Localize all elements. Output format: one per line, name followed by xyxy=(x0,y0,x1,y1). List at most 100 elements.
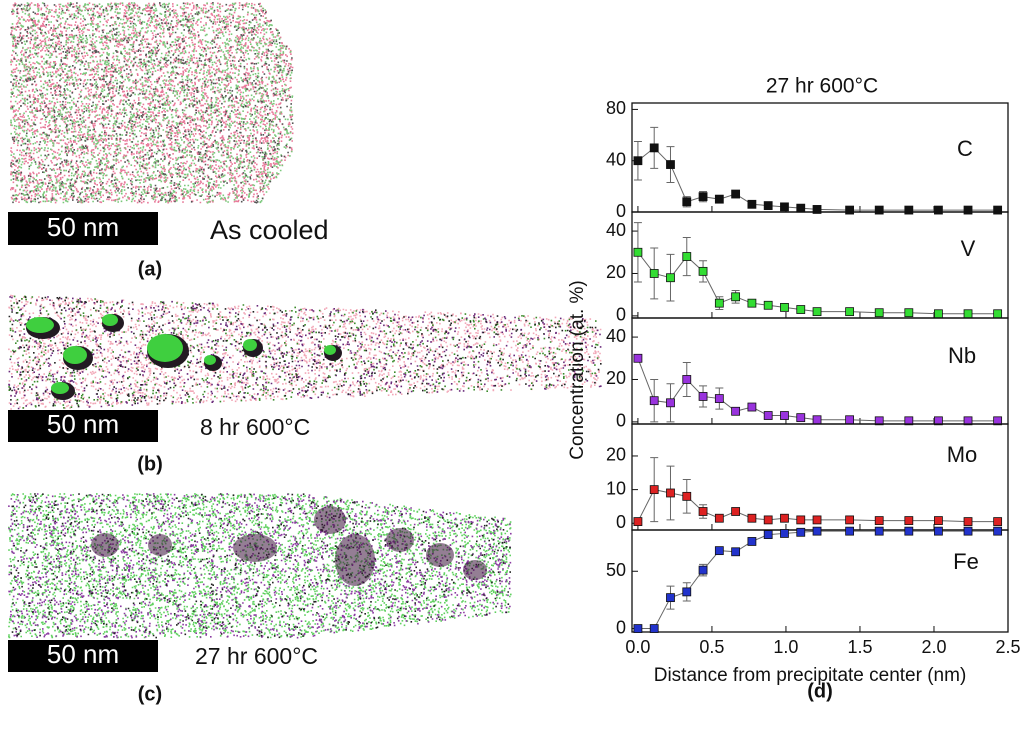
scale-bar-text: 50 nm xyxy=(47,409,119,439)
y-tick-label: 40 xyxy=(606,326,626,346)
data-point xyxy=(747,513,757,523)
x-tick-label: 2.5 xyxy=(995,637,1020,657)
data-point xyxy=(747,199,757,209)
data-point xyxy=(993,309,1003,319)
precipitate xyxy=(91,533,119,557)
data-point xyxy=(904,416,914,426)
y-tick-label: 40 xyxy=(606,220,626,240)
data-point xyxy=(633,517,643,526)
series-line xyxy=(637,358,998,422)
data-point xyxy=(682,491,692,501)
data-point xyxy=(763,201,773,210)
data-point xyxy=(812,307,822,317)
data-point xyxy=(812,515,822,525)
data-point xyxy=(812,526,822,536)
data-point xyxy=(963,526,973,536)
data-point xyxy=(649,485,659,495)
y-tick-label: 20 xyxy=(606,368,626,388)
data-point xyxy=(731,189,741,199)
data-point xyxy=(934,416,943,426)
panel-frame xyxy=(631,317,1009,425)
data-point xyxy=(682,197,692,207)
data-point xyxy=(904,526,914,536)
data-point xyxy=(963,205,973,215)
caption: 27 hr 600°C xyxy=(195,643,318,669)
data-point xyxy=(763,411,773,420)
panel-frame xyxy=(631,211,1009,319)
data-point xyxy=(934,516,943,525)
data-point xyxy=(780,302,789,312)
data-point xyxy=(649,269,659,278)
data-point xyxy=(904,516,914,525)
series-label: Nb xyxy=(948,343,976,368)
series-label: V xyxy=(961,236,976,261)
series-line xyxy=(637,530,998,630)
data-point xyxy=(845,307,855,317)
data-point xyxy=(731,406,741,416)
precipitate xyxy=(51,382,69,394)
data-point xyxy=(666,273,675,283)
panel-label: (a) xyxy=(138,258,162,280)
atom-cloud xyxy=(10,2,294,204)
scale-bar xyxy=(8,640,158,672)
data-point xyxy=(934,309,943,319)
data-point xyxy=(780,202,789,212)
data-point xyxy=(666,398,675,408)
panel-frame xyxy=(631,102,1009,213)
data-point xyxy=(714,394,724,403)
precipitate xyxy=(314,506,346,534)
precipitate xyxy=(463,560,487,580)
precipitate xyxy=(63,346,87,364)
caption: 8 hr 600°C xyxy=(200,414,310,440)
data-point xyxy=(666,160,675,169)
series-line xyxy=(637,147,998,211)
data-point xyxy=(874,308,884,318)
chart-title: 27 hr 600°C xyxy=(766,75,878,98)
data-point xyxy=(649,624,659,633)
precipitate xyxy=(148,534,172,556)
y-tick-label: 20 xyxy=(606,445,626,465)
precipitate xyxy=(102,314,118,326)
scale-bar-text: 50 nm xyxy=(47,639,119,669)
y-tick-label: 0 xyxy=(616,411,626,431)
series-label: Fe xyxy=(953,549,979,574)
x-tick-label: 0.0 xyxy=(625,637,650,657)
data-point xyxy=(812,415,822,425)
data-point xyxy=(747,537,757,546)
precipitate xyxy=(147,334,183,362)
y-tick-label: 0 xyxy=(616,617,626,637)
panel-frame xyxy=(631,423,1009,531)
scale-bar xyxy=(8,410,158,442)
data-point xyxy=(682,587,692,597)
data-point xyxy=(682,375,692,384)
data-point xyxy=(698,392,708,401)
data-point xyxy=(993,526,1003,536)
precipitate xyxy=(335,534,375,586)
data-point xyxy=(874,416,884,426)
data-point xyxy=(845,205,855,215)
y-tick-label: 10 xyxy=(606,478,626,498)
data-point xyxy=(845,526,855,536)
data-point xyxy=(993,416,1003,426)
scale-bar xyxy=(8,212,158,245)
x-tick-label: 0.5 xyxy=(699,637,724,657)
y-tick-label: 20 xyxy=(606,262,626,282)
atom-cloud xyxy=(10,2,294,204)
data-point xyxy=(963,416,973,426)
data-point xyxy=(796,305,806,314)
y-tick-label: 0 xyxy=(616,512,626,532)
data-point xyxy=(731,507,741,516)
data-point xyxy=(763,300,773,310)
series-label: C xyxy=(957,136,973,161)
data-point xyxy=(698,192,708,202)
data-point xyxy=(993,517,1003,526)
data-point xyxy=(845,515,855,525)
x-tick-label: 1.5 xyxy=(847,637,872,657)
y-tick-label: 40 xyxy=(606,149,626,169)
data-point xyxy=(714,298,724,308)
precipitate xyxy=(26,317,54,333)
data-point xyxy=(714,546,724,556)
data-point xyxy=(934,526,943,536)
